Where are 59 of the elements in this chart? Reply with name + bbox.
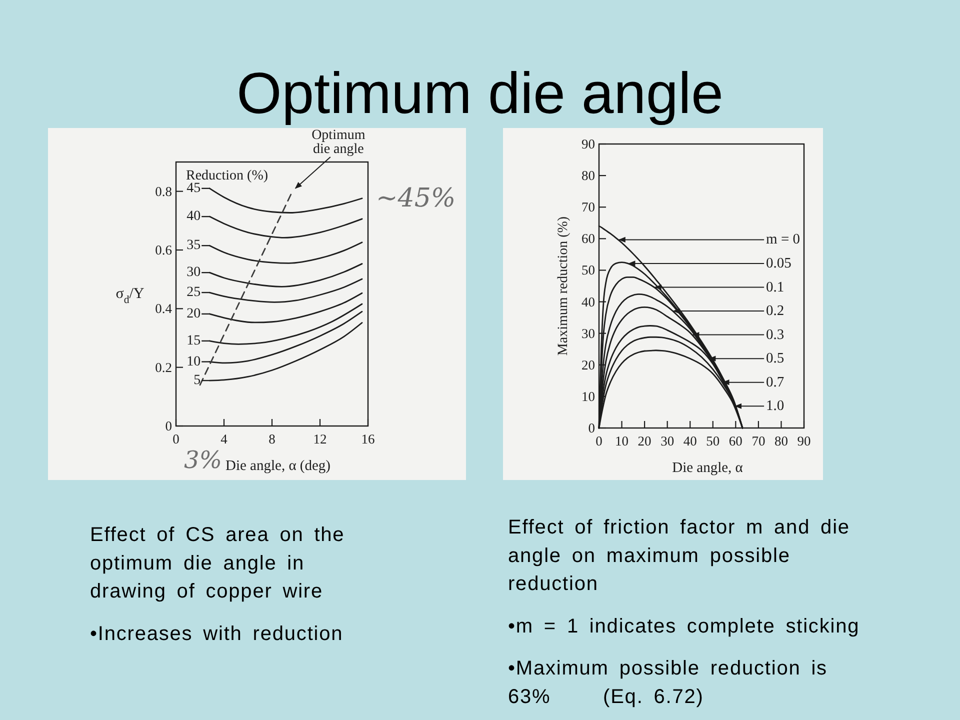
y-tick-label: 30 (582, 326, 596, 341)
legend-label: 0.7 (766, 374, 784, 390)
x-tick-label: 16 (361, 432, 375, 446)
legend-label: 25 (186, 285, 201, 300)
legend-label: 5 (194, 373, 201, 388)
y-tick-label: 50 (582, 262, 596, 278)
legend-label: 0.3 (766, 326, 784, 343)
legend-label: 35 (186, 238, 201, 254)
legend-label: 15 (186, 333, 201, 348)
text: •Maximum possible reduction is 63% (Eq. 6.72) (508, 658, 828, 708)
legend-label: 45 (186, 180, 201, 196)
text: 0.1 (766, 279, 784, 296)
text: m = 0 (766, 232, 800, 248)
y-tick-label: 10 (582, 388, 596, 404)
y-tick-label: 0 (165, 418, 172, 434)
text: •m = 1 indicates complete sticking (508, 615, 860, 638)
x-tick-label: 80 (774, 434, 788, 448)
legend-label: 1.0 (766, 398, 784, 414)
legend-label: 0.5 (766, 350, 784, 367)
x-tick-label: 12 (313, 432, 327, 446)
y-tick-label: 0.6 (155, 242, 172, 258)
y-tick-label: 40 (582, 294, 596, 310)
x-tick-label: 70 (752, 434, 766, 448)
text: •Increases with reduction (90, 622, 344, 645)
x-tick-label: 4 (220, 432, 228, 446)
y-tick-label: 0.8 (155, 184, 172, 199)
x-tick-label: 20 (638, 434, 652, 448)
text: 0.05 (766, 255, 792, 272)
legend-label: 10 (186, 354, 201, 370)
text: Effect of friction factor m and die angle on maximum possible reduction (508, 516, 850, 596)
x-axis-title: Die angle, α (deg) (225, 458, 331, 474)
text: Optimum die angle (312, 128, 366, 157)
legend-label: 40 (186, 209, 201, 224)
y-tick-label: 0 (588, 420, 596, 436)
legend-label: 20 (186, 306, 201, 322)
legend-label: 30 (186, 265, 201, 280)
x-tick-label: 30 (660, 434, 674, 448)
y-tick-label: 60 (582, 231, 596, 246)
y-tick-label: 70 (582, 200, 596, 215)
x-tick-label: 60 (728, 434, 743, 448)
x-tick-label: 8 (268, 432, 276, 446)
y-axis-title: Maximum reduction (%) (556, 216, 570, 356)
x-tick-label: 40 (683, 434, 698, 448)
x-tick-label: 10 (615, 434, 629, 448)
y-tick-label: 20 (582, 357, 596, 372)
annotation: ~45% (376, 183, 456, 214)
text: 0.2 (766, 303, 784, 320)
x-axis-title: Die angle, α (672, 460, 744, 476)
y-tick-label: 0.2 (155, 360, 172, 375)
chart-title: Optimum die angle (236, 61, 724, 126)
legend-title: Reduction (%) (186, 168, 268, 184)
x-tick-label: 90 (797, 434, 811, 448)
text: 3% (184, 446, 222, 474)
y-tick-label: 80 (582, 168, 596, 184)
y-tick-label: 0.4 (155, 301, 172, 316)
y-tick-label: 90 (582, 136, 596, 152)
text: Effect of CS area on the optimum die angle in drawing of copper wire (90, 524, 345, 603)
x-tick-label: 50 (706, 434, 720, 448)
y-axis-title: σ$_{d}$/Y (116, 286, 144, 306)
